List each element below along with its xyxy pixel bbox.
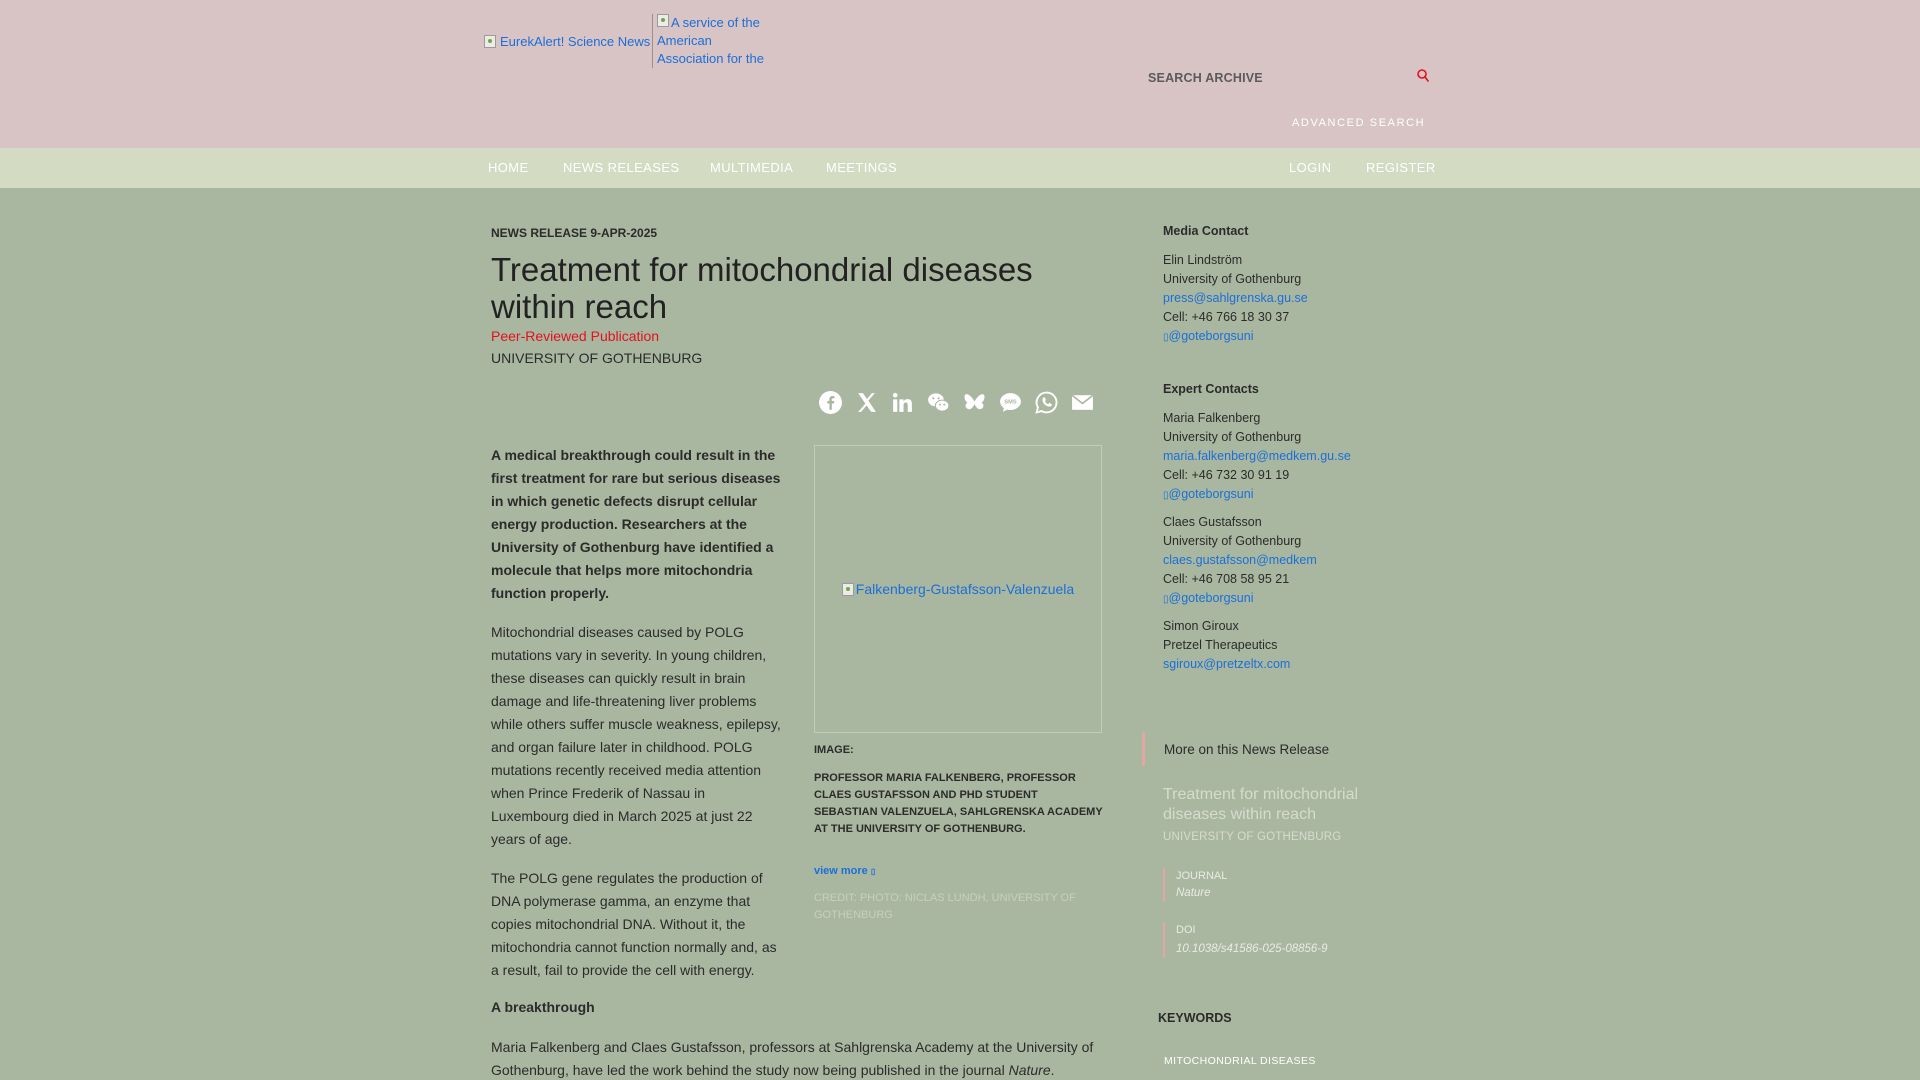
sidebar: Media Contact Elin Lindström University … (1142, 188, 1453, 1080)
contact-cell: Cell: +46 732 30 91 19 (1163, 468, 1290, 482)
article-lead: A medical breakthrough could result in t… (491, 447, 781, 601)
article-subheading: A breakthrough (491, 999, 595, 1015)
image-alt-text: Falkenberg-Gustafsson-Valenzuela (855, 581, 1075, 597)
image-credit: CREDIT: PHOTO: NICLAS LUNDH, UNIVERSITY … (814, 892, 1076, 921)
facebook-icon[interactable] (818, 390, 843, 415)
site-header: EurekAlert! Science News A service of th… (0, 0, 1920, 148)
journal-label: JOURNAL (1176, 870, 1228, 882)
share-bar: SMS (818, 390, 1095, 415)
contact-name: Claes Gustafsson (1163, 515, 1262, 529)
wechat-icon[interactable] (926, 390, 951, 415)
journal-name: Nature (1008, 1062, 1051, 1078)
featured-image-alt: Falkenberg-Gustafsson-Valenzuela (841, 581, 1075, 597)
image-placeholder-icon (657, 14, 669, 27)
aaas-logo-alt: A service of the American Association fo… (657, 15, 764, 66)
contact-twitter-link[interactable]: @goteborgsuni (1163, 485, 1351, 505)
nav-news-releases[interactable]: NEWS RELEASES (563, 160, 680, 175)
contact-name: Maria Falkenberg (1163, 411, 1261, 425)
more-on-release-heading: More on this News Release (1164, 742, 1330, 757)
contact-cell: Cell: +46 766 18 30 37 (1163, 310, 1290, 324)
expert-contact: Simon Giroux Pretzel Therapeutics sgirou… (1163, 617, 1290, 674)
eurekalert-logo[interactable]: EurekAlert! Science News (484, 34, 650, 49)
nav-register[interactable]: REGISTER (1366, 160, 1436, 175)
featured-image[interactable]: Falkenberg-Gustafsson-Valenzuela (814, 445, 1102, 733)
contact-cell: Cell: +46 708 58 95 21 (1163, 572, 1290, 586)
paragraph-end: . (1050, 1062, 1055, 1078)
expert-contact: Claes Gustafsson University of Gothenbur… (1163, 513, 1317, 609)
image-caption: PROFESSOR MARIA FALKENBERG, PROFESSOR CL… (814, 772, 1103, 835)
contact-twitter-link[interactable]: @goteborgsuni (1163, 327, 1308, 347)
nav-multimedia[interactable]: MULTIMEDIA (710, 160, 794, 175)
release-date: NEWS RELEASE 9-APR-2025 (491, 226, 658, 240)
doi-reference: DOI 10.1038/s41586-025-08856-9 (1163, 922, 1413, 958)
aaas-logo[interactable]: A service of the American Association fo… (652, 14, 764, 68)
keywords-heading: KEYWORDS (1158, 1011, 1232, 1025)
search-input[interactable]: SEARCH ARCHIVE (1148, 71, 1263, 85)
related-release-title[interactable]: Treatment for mitochondrial diseases wit… (1163, 786, 1359, 823)
expert-contact: Maria Falkenberg University of Gothenbur… (1163, 409, 1351, 505)
advanced-search-link[interactable]: ADVANCED SEARCH (1292, 117, 1426, 129)
paragraph-text: Maria Falkenberg and Claes Gustafsson, p… (491, 1039, 1094, 1078)
svg-text:SMS: SMS (1004, 400, 1017, 406)
journal-reference: JOURNAL Nature (1163, 868, 1413, 902)
sms-icon[interactable]: SMS (998, 390, 1023, 415)
article-paragraph: The POLG gene regulates the production o… (491, 870, 777, 978)
view-more-label: view more (814, 865, 868, 877)
media-contact-heading: Media Contact (1163, 224, 1249, 238)
email-icon[interactable] (1070, 390, 1095, 415)
contact-org: University of Gothenburg (1163, 272, 1302, 286)
keyword-tag[interactable]: MITOCHONDRIAL DISEASES (1164, 1055, 1316, 1067)
contact-twitter-link[interactable]: @goteborgsuni (1163, 589, 1317, 609)
media-contact: Elin Lindström University of Gothenburg … (1163, 251, 1308, 347)
page-title: Treatment for mitochondrial diseases wit… (491, 251, 1033, 325)
x-icon[interactable] (854, 390, 879, 415)
image-placeholder-icon (841, 582, 854, 596)
main-nav: HOME NEWS RELEASES MULTIMEDIA MEETINGS L… (0, 148, 1920, 188)
image-label: IMAGE: (814, 744, 854, 756)
contact-org: Pretzel Therapeutics (1163, 638, 1278, 652)
contact-email-link[interactable]: press@sahlgrenska.gu.se (1163, 291, 1308, 305)
eurekalert-logo-alt: EurekAlert! Science News (500, 34, 651, 49)
contact-org: University of Gothenburg (1163, 534, 1302, 548)
article-paragraph: Maria Falkenberg and Claes Gustafsson, p… (491, 1036, 1101, 1080)
search-icon[interactable] (1416, 68, 1430, 84)
contact-email-link[interactable]: sgiroux@pretzeltx.com (1163, 657, 1291, 671)
view-more-link[interactable]: view more ▯ (814, 865, 875, 877)
linkedin-icon[interactable] (890, 390, 915, 415)
contact-name: Elin Lindström (1163, 253, 1243, 267)
external-link-icon: ▯ (870, 867, 876, 876)
contact-org: University of Gothenburg (1163, 430, 1302, 444)
peer-reviewed-badge: Peer-Reviewed Publication (491, 328, 660, 344)
article-paragraph: Mitochondrial diseases caused by POLG mu… (491, 624, 781, 847)
bluesky-icon[interactable] (962, 390, 987, 415)
whatsapp-icon[interactable] (1034, 390, 1059, 415)
nav-home[interactable]: HOME (488, 160, 529, 175)
journal-value: Nature (1176, 887, 1211, 899)
related-release-institution: UNIVERSITY OF GOTHENBURG (1163, 831, 1342, 843)
contact-email-link[interactable]: maria.falkenberg@medkem.gu.se (1163, 449, 1351, 463)
expert-contacts-heading: Expert Contacts (1163, 382, 1259, 396)
more-on-release-box: More on this News Release (1142, 732, 1432, 766)
institution-name: UNIVERSITY OF GOTHENBURG (491, 350, 703, 366)
doi-label: DOI (1176, 924, 1196, 936)
nav-login[interactable]: LOGIN (1289, 160, 1332, 175)
doi-link[interactable]: 10.1038/s41586-025-08856-9 (1176, 943, 1328, 955)
contact-name: Simon Giroux (1163, 619, 1239, 633)
image-placeholder-icon (484, 35, 496, 48)
nav-meetings[interactable]: MEETINGS (826, 160, 898, 175)
contact-email-link[interactable]: claes.gustafsson@medkem (1163, 553, 1317, 567)
